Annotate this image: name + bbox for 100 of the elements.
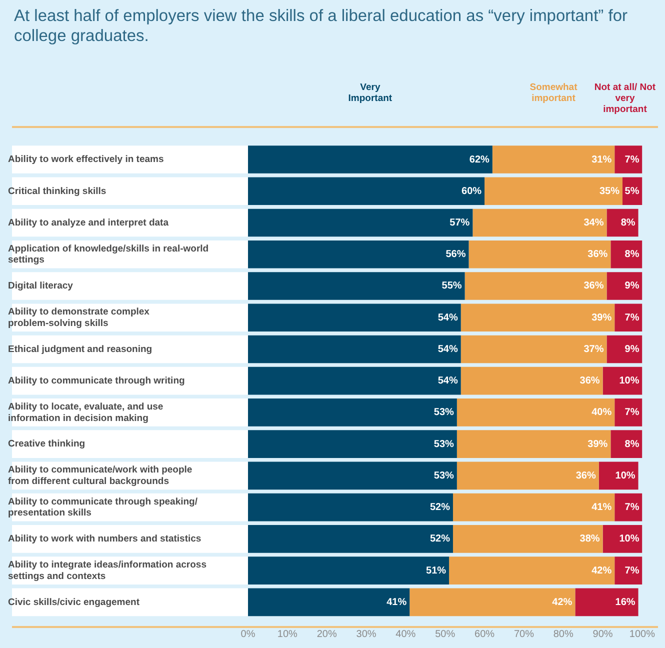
data-label: 10% bbox=[615, 470, 636, 482]
data-label: 36% bbox=[588, 249, 608, 260]
data-label: 10% bbox=[619, 376, 640, 387]
x-tick-label: 70% bbox=[514, 628, 534, 640]
data-label: 54% bbox=[438, 376, 458, 387]
bar bbox=[456, 398, 615, 426]
text: Somewhat important bbox=[528, 82, 578, 104]
x-tick-label: 80% bbox=[553, 628, 574, 640]
y-tick-label: Civic skills/civic engagement bbox=[8, 596, 140, 608]
bar bbox=[456, 430, 611, 458]
data-label: 56% bbox=[446, 249, 466, 260]
bar bbox=[614, 146, 642, 174]
data-label: 40% bbox=[592, 407, 612, 418]
bar bbox=[602, 366, 642, 395]
data-label: 7% bbox=[624, 565, 640, 576]
y-tick-label: Ability to integrate ideas/information across settings and contexts bbox=[8, 559, 206, 582]
data-label: 7% bbox=[624, 154, 640, 166]
bar bbox=[484, 177, 622, 206]
bar bbox=[610, 430, 642, 458]
x-tick-label: 0% bbox=[240, 628, 256, 640]
bar bbox=[610, 240, 642, 268]
bar bbox=[449, 556, 615, 584]
data-label: 7% bbox=[624, 312, 640, 324]
bar bbox=[614, 493, 642, 522]
bar bbox=[456, 462, 599, 490]
data-label: 53% bbox=[434, 407, 454, 418]
data-label: 42% bbox=[552, 596, 572, 608]
bar bbox=[464, 272, 607, 300]
x-tick-label: 50% bbox=[435, 628, 456, 640]
y-tick-label: Ability to communicate through speaking/ presentation skills bbox=[8, 496, 198, 519]
data-label: 53% bbox=[434, 470, 454, 482]
y-tick-label: Ability to communicate/work with people from different cultural backgrounds bbox=[8, 464, 192, 488]
y-tick-label: Ability to analyze and interpret data bbox=[8, 217, 170, 228]
x-tick-label: 40% bbox=[396, 628, 416, 640]
bar bbox=[410, 588, 576, 616]
bar bbox=[606, 335, 642, 364]
data-label: 53% bbox=[434, 438, 454, 450]
y-tick-label: Digital literacy bbox=[8, 280, 74, 292]
data-label: 8% bbox=[624, 438, 640, 450]
data-label: 9% bbox=[624, 280, 640, 292]
x-tick-label: 10% bbox=[277, 628, 298, 640]
x-tick-label: 60% bbox=[474, 628, 495, 640]
x-tick-label: 100% bbox=[629, 628, 656, 640]
data-label: 38% bbox=[580, 534, 600, 545]
data-label: 41% bbox=[592, 502, 612, 514]
bar bbox=[614, 304, 642, 332]
data-label: 39% bbox=[588, 438, 608, 450]
data-label: 60% bbox=[462, 186, 482, 197]
y-tick-label: Ability to communicate through writing bbox=[8, 375, 185, 386]
bar bbox=[460, 366, 603, 395]
data-label: 62% bbox=[469, 154, 490, 166]
data-label: 36% bbox=[584, 280, 604, 292]
y-tick-label: Critical thinking skills bbox=[8, 186, 106, 197]
y-tick-label: Ability to work effectively in teams bbox=[8, 154, 164, 166]
y-tick-label: Ability to demonstrate complex problem-solving skills bbox=[8, 306, 150, 329]
data-label: 36% bbox=[576, 470, 596, 482]
data-label: 8% bbox=[624, 249, 640, 260]
bar bbox=[468, 240, 611, 268]
text: Very Important bbox=[347, 82, 394, 104]
bar bbox=[606, 208, 638, 237]
y-tick-label: Ethical judgment and reasoning bbox=[8, 344, 152, 355]
bar bbox=[614, 398, 642, 426]
x-tick-label: 90% bbox=[592, 628, 613, 640]
data-label: 39% bbox=[592, 312, 612, 324]
data-label: 57% bbox=[450, 218, 470, 228]
bar bbox=[492, 146, 615, 174]
y-tick-label: Creative thinking bbox=[8, 438, 86, 450]
data-label: 54% bbox=[438, 312, 458, 324]
data-label: 51% bbox=[426, 565, 446, 576]
x-tick-label: 20% bbox=[316, 628, 337, 640]
data-label: 41% bbox=[386, 596, 407, 608]
data-label: 34% bbox=[584, 218, 604, 228]
y-tick-label: Application of knowledge/skills in real-world settings bbox=[8, 243, 209, 266]
bar bbox=[452, 493, 615, 522]
data-label: 31% bbox=[592, 154, 612, 166]
data-label: 16% bbox=[615, 596, 636, 608]
data-label: 9% bbox=[624, 344, 640, 355]
bar bbox=[614, 556, 642, 584]
data-label: 8% bbox=[620, 218, 636, 228]
y-tick-label: Ability to work with numbers and statistics bbox=[8, 534, 202, 545]
bar bbox=[575, 588, 638, 616]
data-label: 7% bbox=[624, 502, 640, 514]
data-label: 54% bbox=[438, 344, 458, 355]
data-label: 52% bbox=[430, 502, 450, 514]
chart-title: At least half of employers view the skills of a liberal education as “very important” for college graduates. bbox=[14, 6, 629, 46]
bar bbox=[602, 525, 642, 553]
data-label: 55% bbox=[442, 280, 462, 292]
bar bbox=[598, 462, 638, 490]
bar bbox=[460, 335, 607, 364]
data-label: 10% bbox=[619, 534, 640, 545]
data-label: 42% bbox=[592, 565, 612, 576]
data-label: 35% bbox=[599, 186, 620, 197]
bar bbox=[460, 304, 615, 332]
data-label: 36% bbox=[580, 376, 600, 387]
bar bbox=[606, 272, 642, 300]
text: Not at all/ Not very important bbox=[593, 82, 657, 115]
x-tick-label: 30% bbox=[356, 628, 376, 640]
data-label: 5% bbox=[624, 186, 640, 197]
data-label: 52% bbox=[430, 534, 450, 545]
y-tick-label: Ability to locate, evaluate, and use information in decision making bbox=[8, 401, 164, 424]
